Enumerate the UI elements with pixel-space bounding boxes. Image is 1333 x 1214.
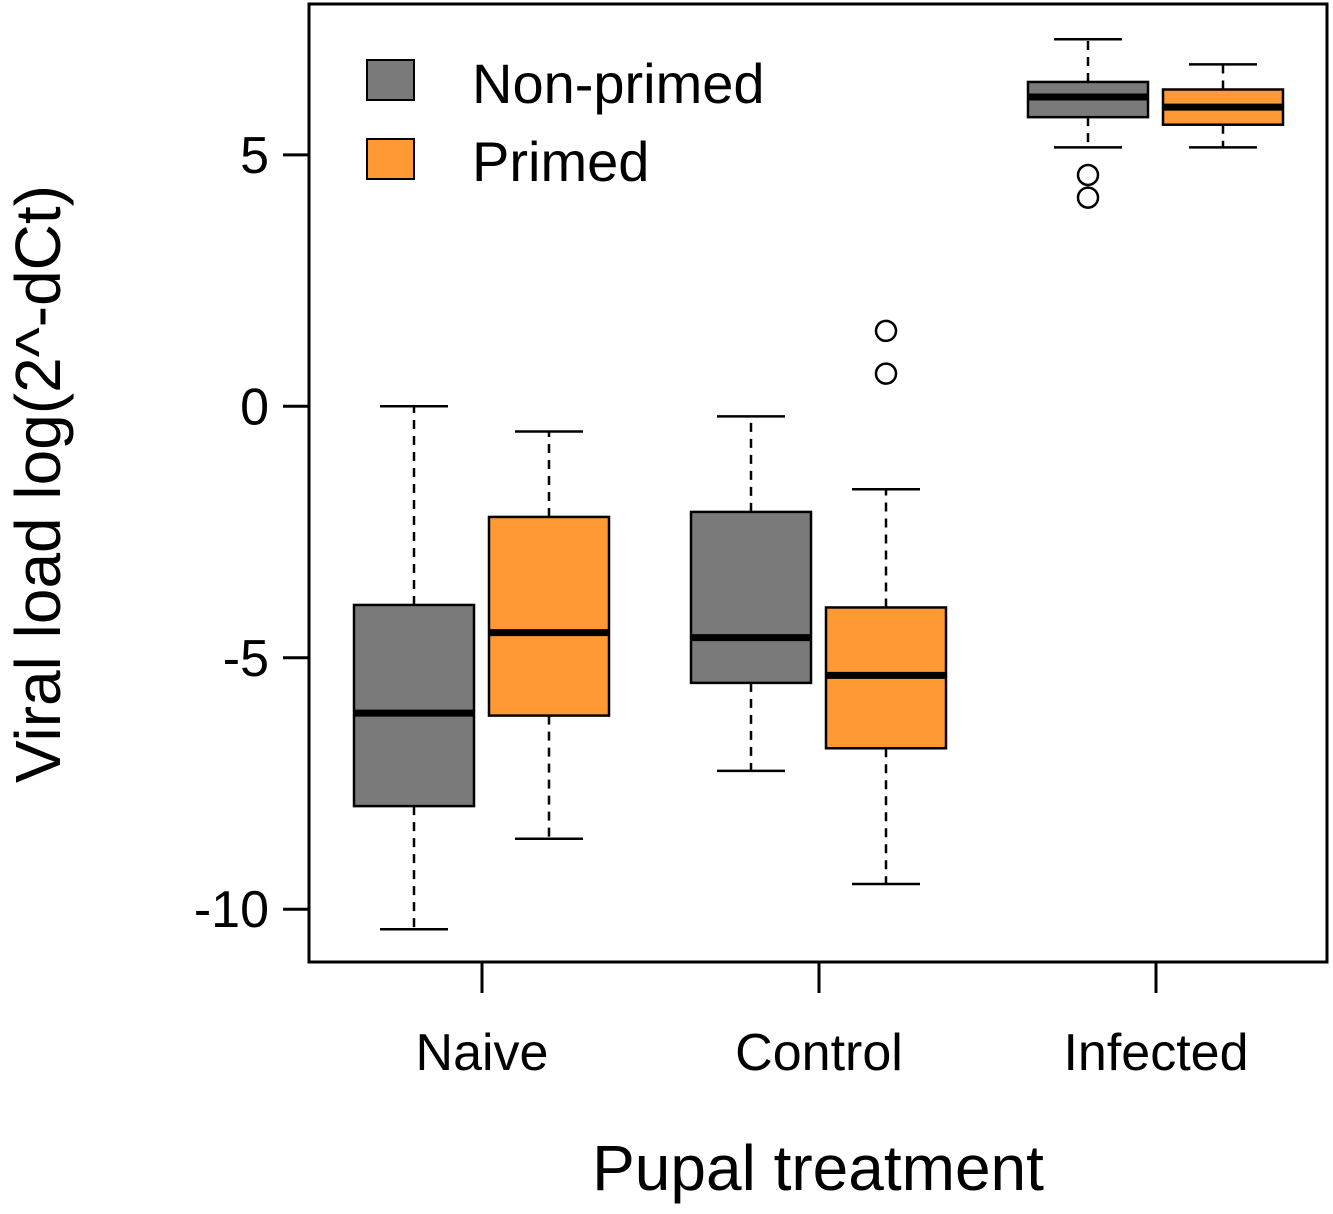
y-tick-label: -10 bbox=[194, 881, 269, 939]
legend-label-non-primed: Non-primed bbox=[472, 52, 765, 115]
legend: Non-primed Primed bbox=[366, 52, 765, 193]
x-tick-label-infected: Infected bbox=[1063, 1024, 1248, 1082]
box-rect-non-primed-control bbox=[689, 510, 813, 685]
legend-swatch-primed bbox=[366, 138, 415, 180]
y-axis-title: Viral load log(2^-dCt) bbox=[2, 185, 74, 783]
outlier-point-primed-control bbox=[874, 319, 898, 343]
box-non-primed-infected bbox=[1026, 37, 1150, 209]
outlier-point-non-primed-infected bbox=[1076, 163, 1100, 187]
x-axis-title: Pupal treatment bbox=[592, 1132, 1044, 1204]
x-tick-label-naive: Naive bbox=[416, 1024, 549, 1082]
x-tick-label-control: Control bbox=[735, 1024, 903, 1082]
y-axis: -10 -5 0 5 bbox=[194, 127, 309, 939]
box-rect-non-primed-naive bbox=[352, 603, 476, 808]
legend-swatch-non-primed bbox=[366, 59, 415, 101]
box-rect-primed-naive bbox=[487, 515, 611, 717]
outlier-point-non-primed-infected bbox=[1076, 186, 1100, 209]
box-non-primed-naive bbox=[352, 405, 476, 931]
box-non-primed-control bbox=[689, 415, 813, 773]
box-primed-naive bbox=[487, 430, 611, 841]
y-tick-label: 5 bbox=[240, 127, 269, 185]
boxes-layer bbox=[352, 37, 1285, 931]
y-tick-label: -5 bbox=[223, 630, 269, 688]
plot-frame bbox=[307, 2, 1329, 964]
outlier-point-primed-control bbox=[874, 362, 898, 385]
x-axis: Naive Control Infected bbox=[416, 962, 1249, 1082]
box-primed-control bbox=[824, 319, 948, 886]
y-tick-label: 0 bbox=[240, 378, 269, 436]
legend-label-primed: Primed bbox=[472, 130, 649, 193]
box-primed-infected bbox=[1161, 63, 1285, 149]
